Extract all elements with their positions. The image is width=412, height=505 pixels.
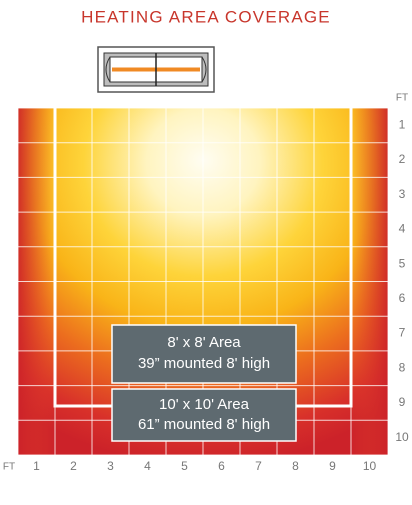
unit-label: FT (396, 93, 408, 104)
area-box: 8' x 8' Area 39” mounted 8' high (111, 324, 297, 384)
y-label: 1 (399, 118, 406, 132)
x-label: 6 (218, 459, 225, 473)
y-label: 2 (399, 152, 406, 166)
area-size: 10' x 10' Area (159, 396, 250, 413)
area-detail: 39” mounted 8' high (138, 355, 270, 372)
area-size: 8' x 8' Area (167, 334, 241, 351)
y-label: 10 (395, 430, 409, 444)
y-label: 5 (399, 256, 406, 270)
title: HEATING AREA COVERAGE (81, 7, 331, 26)
x-label: 10 (363, 459, 377, 473)
y-label: 8 (399, 360, 406, 374)
x-label: 8 (292, 459, 299, 473)
unit-label: FT (3, 462, 15, 473)
y-label: 9 (399, 395, 406, 409)
y-label: 3 (399, 187, 406, 201)
x-label: 4 (144, 459, 151, 473)
x-label: 7 (255, 459, 262, 473)
y-label: 7 (399, 326, 406, 340)
area-detail: 61” mounted 8' high (138, 416, 270, 433)
x-label: 5 (181, 459, 188, 473)
x-label: 9 (329, 459, 336, 473)
heater-icon (97, 46, 215, 93)
x-label: 1 (33, 459, 40, 473)
y-label: 6 (399, 291, 406, 305)
area-box: 10' x 10' Area 61” mounted 8' high (111, 388, 297, 442)
axis-labels: 1 2 3 4 5 6 7 8 9 10 1 2 3 4 5 6 7 8 9 10 (33, 118, 409, 474)
y-label: 4 (399, 222, 406, 236)
x-label: 3 (107, 459, 114, 473)
x-label: 2 (70, 459, 77, 473)
